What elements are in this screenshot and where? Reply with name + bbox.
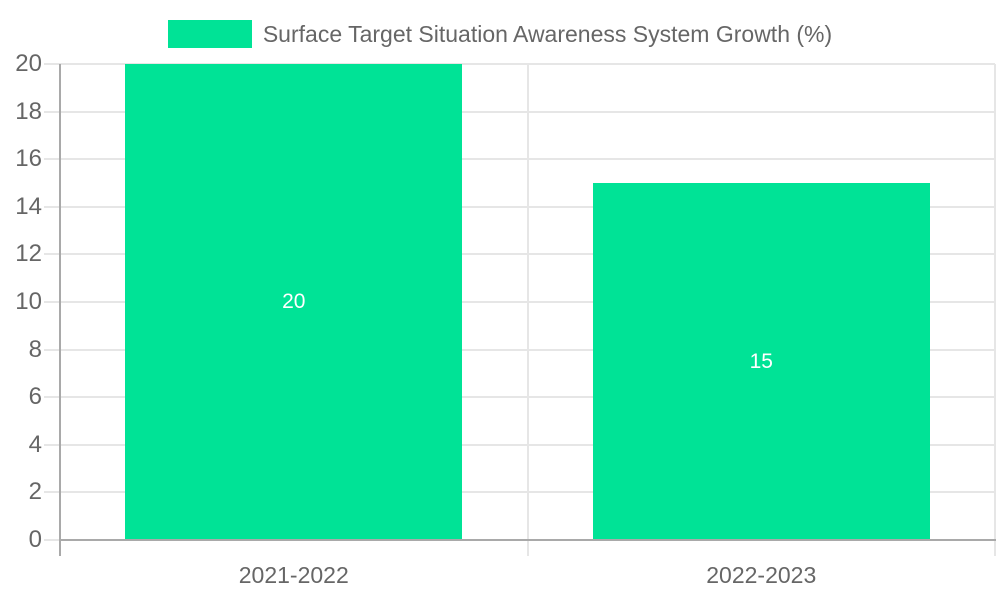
y-gridline: [44, 205, 995, 208]
y-gridline: [44, 443, 995, 446]
y-gridline: [44, 253, 995, 256]
y-axis-tick-label: 10: [15, 288, 42, 315]
y-gridline: [44, 491, 995, 494]
y-axis-tick-label: 8: [28, 335, 42, 363]
y-axis-tick-label: 14: [15, 192, 42, 220]
legend[interactable]: Surface Target Situation Awareness Syste…: [0, 19, 1000, 49]
y-axis-tick-label: 0: [28, 526, 42, 553]
bar-2022-2023[interactable]: [592, 183, 930, 540]
y-axis-tick-label: 4: [28, 430, 42, 458]
y-axis-tick-label: 18: [15, 97, 42, 125]
y-axis-tick-label: 6: [28, 383, 42, 411]
x-axis-line: [59, 539, 996, 541]
y-gridline: [44, 301, 995, 303]
legend-swatch-icon: [167, 20, 252, 48]
y-axis-line: [59, 64, 61, 556]
y-gridline: [44, 63, 995, 65]
x-axis-tick-label: 2021-2022: [238, 562, 349, 588]
x-gridline: [526, 64, 529, 556]
y-gridline: [44, 396, 995, 399]
y-axis-tick-label: 2: [28, 478, 42, 506]
y-axis-tick-label: 12: [15, 240, 42, 268]
x-gridline: [994, 64, 996, 556]
legend-label: Surface Target Situation Awareness Syste…: [262, 21, 833, 47]
y-gridline: [44, 110, 995, 113]
bar-value-label: 15: [749, 349, 773, 373]
bar-value-label: 20: [282, 290, 306, 313]
y-gridline: [44, 348, 995, 351]
bar-2021-2022[interactable]: [125, 64, 463, 540]
x-axis-tick-label: 2022-2023: [706, 562, 817, 588]
y-gridline: [44, 158, 995, 161]
y-axis-tick-label: 16: [15, 145, 42, 173]
y-axis-tick-label: 20: [15, 50, 42, 77]
